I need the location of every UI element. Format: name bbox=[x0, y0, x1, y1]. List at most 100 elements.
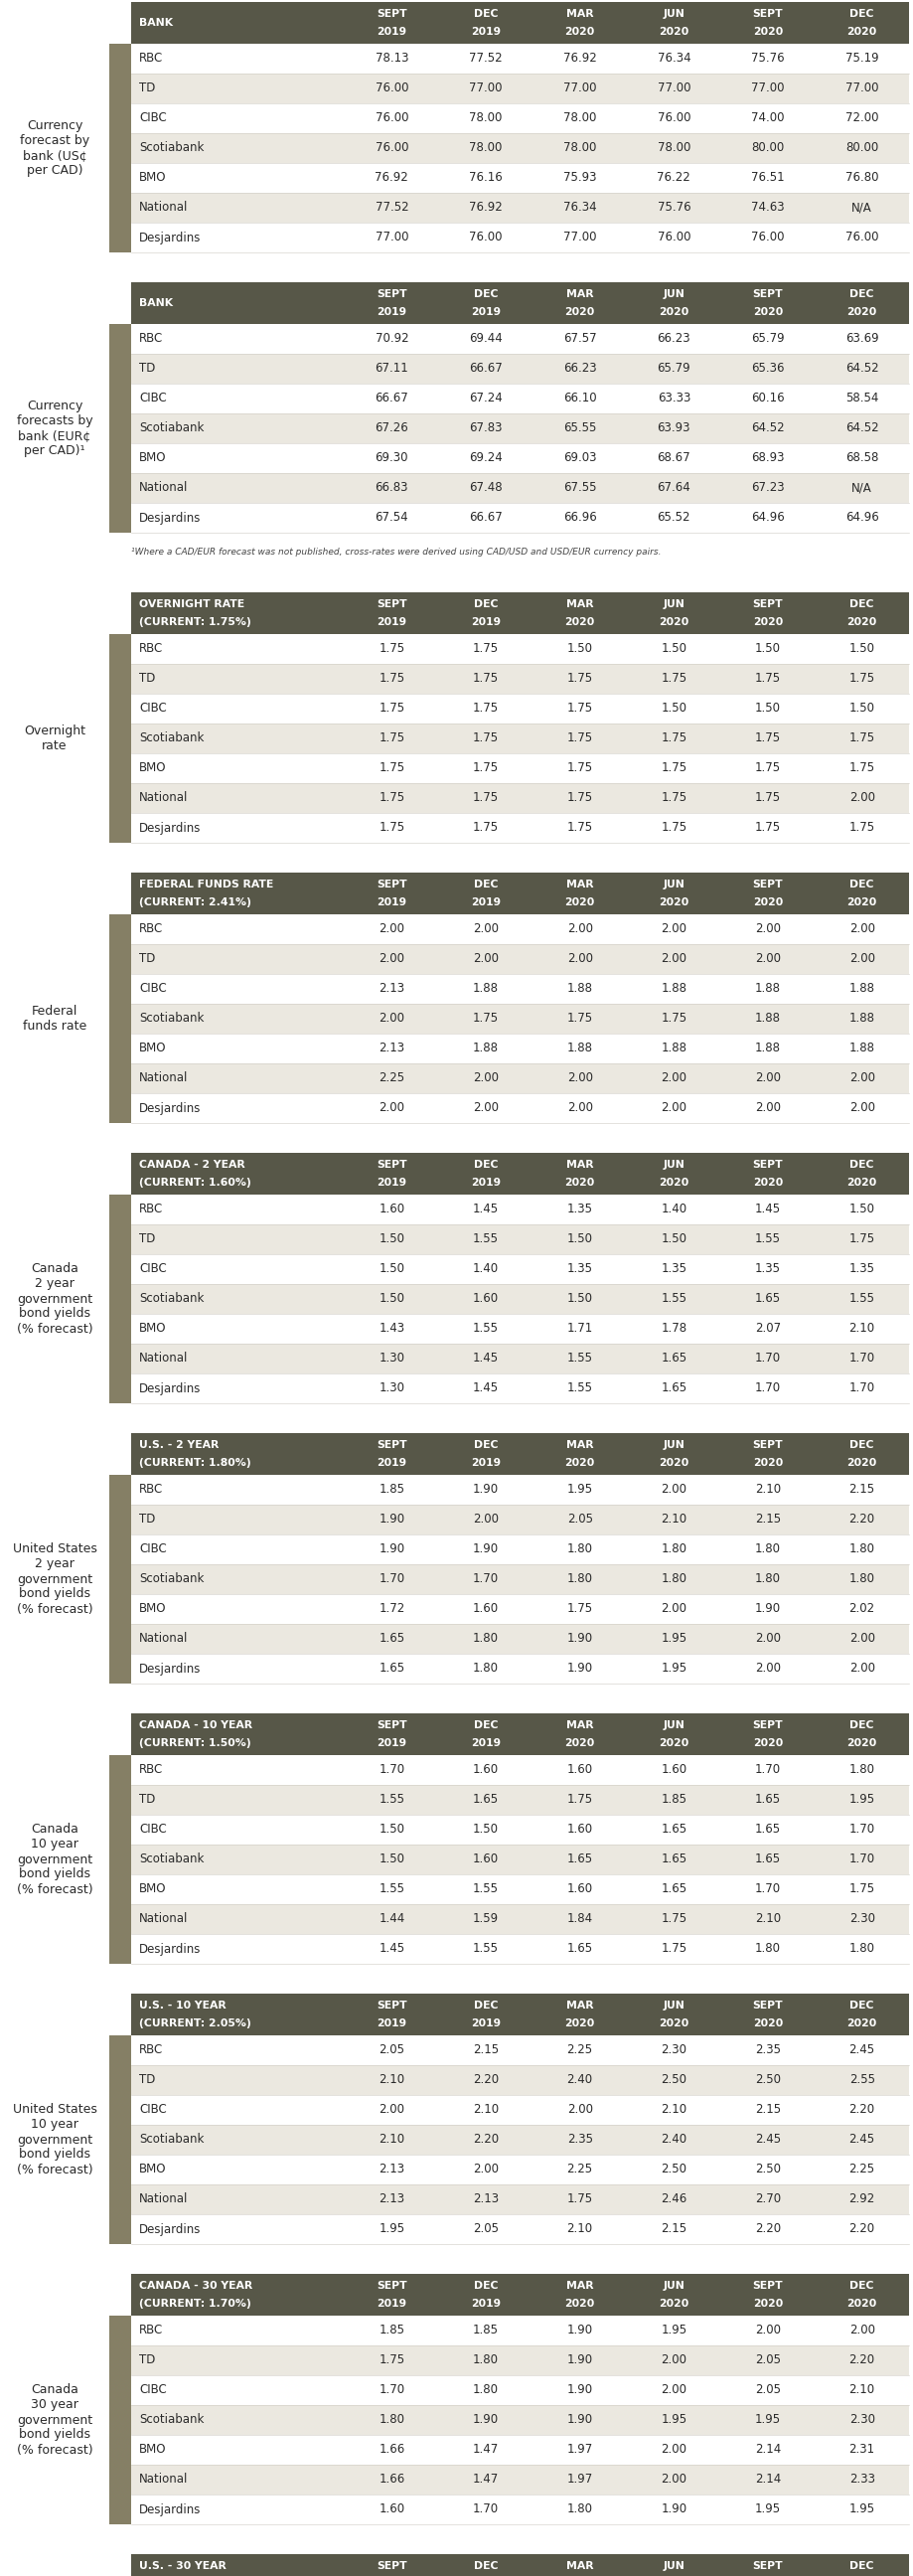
Text: Desjardins: Desjardins bbox=[139, 232, 201, 245]
Bar bbox=[131, 1623, 908, 1654]
Text: 2.25: 2.25 bbox=[566, 2164, 593, 2177]
Text: 2019: 2019 bbox=[470, 1177, 500, 1188]
Text: 2019: 2019 bbox=[470, 28, 500, 36]
Text: DEC: DEC bbox=[849, 8, 873, 18]
Text: Scotiabank: Scotiabank bbox=[139, 1852, 204, 1865]
Bar bbox=[131, 2066, 908, 2094]
Text: 1.65: 1.65 bbox=[660, 1852, 687, 1865]
Text: 1.65: 1.65 bbox=[754, 1293, 780, 1306]
Text: 2020: 2020 bbox=[564, 2298, 594, 2308]
Text: BMO: BMO bbox=[139, 1043, 166, 1056]
Text: 1.70: 1.70 bbox=[754, 1765, 780, 1777]
Bar bbox=[131, 502, 908, 533]
Text: 63.33: 63.33 bbox=[656, 392, 689, 404]
Bar bbox=[131, 2275, 908, 2316]
Text: 76.00: 76.00 bbox=[374, 82, 408, 95]
Text: 2.00: 2.00 bbox=[472, 1103, 498, 1115]
Text: 1.75: 1.75 bbox=[472, 822, 498, 835]
Text: National: National bbox=[139, 1633, 188, 1646]
Text: 2.20: 2.20 bbox=[472, 2133, 498, 2146]
Text: 76.22: 76.22 bbox=[656, 173, 690, 185]
Text: 63.93: 63.93 bbox=[656, 422, 690, 435]
Text: 2.50: 2.50 bbox=[754, 2164, 780, 2177]
Text: 67.54: 67.54 bbox=[374, 510, 408, 526]
Text: 1.75: 1.75 bbox=[754, 672, 780, 685]
Text: 72.00: 72.00 bbox=[845, 111, 877, 124]
Text: 1.90: 1.90 bbox=[378, 1512, 404, 1525]
Text: 2.20: 2.20 bbox=[472, 2074, 498, 2087]
Text: 1.30: 1.30 bbox=[378, 1352, 404, 1365]
Text: 1.90: 1.90 bbox=[660, 2504, 687, 2517]
Text: 75.93: 75.93 bbox=[562, 173, 596, 185]
Text: 2.30: 2.30 bbox=[660, 2043, 686, 2056]
Text: 2.55: 2.55 bbox=[848, 2074, 874, 2087]
Text: 2.14: 2.14 bbox=[754, 2442, 780, 2458]
Text: 1.70: 1.70 bbox=[848, 1352, 874, 1365]
Text: TD: TD bbox=[139, 2074, 155, 2087]
Text: DEC: DEC bbox=[473, 2280, 498, 2290]
Text: 76.00: 76.00 bbox=[374, 142, 408, 155]
Text: 75.76: 75.76 bbox=[750, 52, 783, 64]
Text: 2019: 2019 bbox=[470, 896, 500, 907]
Text: 2.00: 2.00 bbox=[378, 2105, 404, 2117]
Text: 1.90: 1.90 bbox=[566, 1633, 593, 1646]
Text: CIBC: CIBC bbox=[139, 1262, 166, 1275]
Text: 1.75: 1.75 bbox=[848, 1234, 874, 1247]
Text: 1.90: 1.90 bbox=[566, 2414, 593, 2427]
Text: 1.70: 1.70 bbox=[848, 1824, 874, 1837]
Bar bbox=[131, 2465, 908, 2494]
Text: Scotiabank: Scotiabank bbox=[139, 422, 204, 435]
Text: 1.50: 1.50 bbox=[566, 1234, 593, 1247]
Bar bbox=[110, 325, 131, 533]
Text: 1.75: 1.75 bbox=[378, 791, 404, 804]
Text: 68.67: 68.67 bbox=[656, 451, 690, 464]
Text: 2020: 2020 bbox=[564, 896, 594, 907]
Text: 1.65: 1.65 bbox=[660, 1352, 687, 1365]
Text: 1.78: 1.78 bbox=[660, 1321, 687, 1334]
Text: 78.00: 78.00 bbox=[562, 142, 596, 155]
Text: 1.60: 1.60 bbox=[472, 1293, 498, 1306]
Text: 2.00: 2.00 bbox=[848, 791, 874, 804]
Text: 2020: 2020 bbox=[752, 618, 782, 629]
Text: BMO: BMO bbox=[139, 2442, 166, 2458]
Text: United States
10 year
government
bond yields
(% forecast): United States 10 year government bond yi… bbox=[13, 2105, 97, 2177]
Text: SEPT: SEPT bbox=[376, 2561, 406, 2571]
Text: 1.80: 1.80 bbox=[566, 2504, 593, 2517]
Text: 2020: 2020 bbox=[658, 1177, 688, 1188]
Text: 1.75: 1.75 bbox=[566, 822, 593, 835]
Text: 1.80: 1.80 bbox=[472, 2354, 498, 2367]
Text: SEPT: SEPT bbox=[376, 600, 406, 608]
Text: RBC: RBC bbox=[139, 641, 163, 654]
Text: Desjardins: Desjardins bbox=[139, 2504, 201, 2517]
Text: 1.45: 1.45 bbox=[472, 1203, 498, 1216]
Text: 1.45: 1.45 bbox=[472, 1352, 498, 1365]
Bar bbox=[131, 783, 908, 814]
Text: 1.60: 1.60 bbox=[566, 1824, 593, 1837]
Bar bbox=[131, 75, 908, 103]
Text: SEPT: SEPT bbox=[376, 878, 406, 889]
Text: 1.50: 1.50 bbox=[848, 641, 874, 654]
Text: (CURRENT: 2.41%): (CURRENT: 2.41%) bbox=[139, 896, 251, 907]
Text: DEC: DEC bbox=[849, 2002, 873, 2009]
Text: 1.75: 1.75 bbox=[660, 732, 687, 744]
Text: 1.50: 1.50 bbox=[660, 641, 686, 654]
Text: RBC: RBC bbox=[139, 1765, 163, 1777]
Text: 1.75: 1.75 bbox=[566, 703, 593, 716]
Text: 2.10: 2.10 bbox=[848, 1321, 874, 1334]
Text: 76.92: 76.92 bbox=[562, 52, 596, 64]
Text: SEPT: SEPT bbox=[376, 2002, 406, 2009]
Bar bbox=[131, 1283, 908, 1314]
Text: 2.00: 2.00 bbox=[754, 1662, 780, 1674]
Bar bbox=[110, 914, 131, 1123]
Text: 1.75: 1.75 bbox=[848, 732, 874, 744]
Text: 63.69: 63.69 bbox=[845, 332, 877, 345]
Text: 1.50: 1.50 bbox=[566, 641, 593, 654]
Bar bbox=[131, 2154, 908, 2184]
Text: SEPT: SEPT bbox=[752, 1159, 782, 1170]
Text: BMO: BMO bbox=[139, 1321, 166, 1334]
Text: 2.10: 2.10 bbox=[660, 2105, 687, 2117]
Bar bbox=[131, 1092, 908, 1123]
Text: National: National bbox=[139, 1072, 188, 1084]
Text: 1.88: 1.88 bbox=[566, 1043, 593, 1056]
Text: 64.96: 64.96 bbox=[750, 510, 784, 526]
